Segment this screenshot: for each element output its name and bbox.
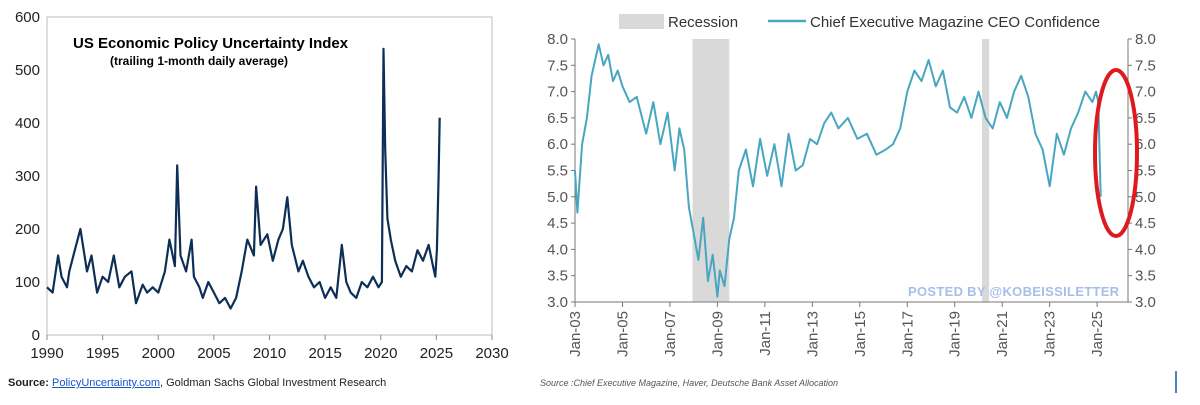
left-y-axis: 0 100 200 300 400 500 600 [15, 9, 40, 344]
right-x-tick-label: Jan-23 [1042, 311, 1059, 357]
right-y2-tick-label: 3.0 [1135, 294, 1156, 311]
right-y2-tick-label: 5.5 [1135, 163, 1156, 180]
left-y-tick-label: 600 [15, 9, 40, 26]
legend-recession-label: Recession [668, 14, 738, 31]
highlight-ellipse [1093, 68, 1139, 238]
right-x-tick-label: Jan-21 [994, 311, 1011, 357]
right-y-tick-label: 7.5 [547, 57, 568, 74]
legend-ceo-label: Chief Executive Magazine CEO Confidence [810, 14, 1100, 31]
left-y-tick-label: 0 [32, 327, 40, 344]
left-chart-subtitle: (trailing 1-month daily average) [110, 54, 288, 68]
right-x-tick-label: Jan-07 [662, 311, 679, 357]
left-y-tick-label: 300 [15, 168, 40, 185]
left-x-tick-label: 2025 [420, 345, 453, 362]
right-y-tick-label: 6.5 [547, 110, 568, 127]
right-y-tick-label: 7.0 [547, 84, 568, 101]
right-y-tick-label: 6.0 [547, 136, 568, 153]
left-y-tick-label: 400 [15, 115, 40, 132]
right-y-tick-label: 8.0 [547, 31, 568, 48]
left-x-tick-label: 2010 [253, 345, 286, 362]
left-x-tick-label: 2000 [142, 345, 175, 362]
right-x-tick-label: Jan-09 [709, 311, 726, 357]
right-y-tick-label: 5.5 [547, 163, 568, 180]
left-x-tick-label: 2015 [308, 345, 341, 362]
right-source-note: Source :Chief Executive Magazine, Haver,… [540, 378, 838, 388]
right-y-tick-label: 4.0 [547, 241, 568, 258]
right-x-tick-label: Jan-17 [899, 311, 916, 357]
left-x-tick-label: 1995 [86, 345, 119, 362]
left-source-label: Source: [8, 377, 53, 389]
right-y2-tick-label: 4.0 [1135, 241, 1156, 258]
right-x-tick-label: Jan-25 [1089, 311, 1106, 357]
left-x-tick-label: 2020 [364, 345, 397, 362]
recession-band [982, 39, 990, 302]
right-y2-tick-label: 6.5 [1135, 110, 1156, 127]
right-y2-tick-label: 7.5 [1135, 57, 1156, 74]
right-y-tick-label: 5.0 [547, 189, 568, 206]
left-x-axis: 1990 1995 2000 2005 2010 2015 2020 2025 2030 [30, 335, 509, 362]
right-y-tick-label: 3.5 [547, 268, 568, 285]
left-source-rest: , Goldman Sachs Global Investment Resear… [160, 377, 387, 389]
right-y2-tick-label: 6.0 [1135, 136, 1156, 153]
right-x-tick-label: Jan-05 [614, 311, 631, 357]
left-y-tick-label: 200 [15, 221, 40, 238]
policyuncertainty-link[interactable]: PolicyUncertainty.com [52, 377, 161, 389]
left-source-note: Source: PolicyUncertainty.com, Goldman S… [8, 377, 386, 389]
right-y2-tick-label: 5.0 [1135, 189, 1156, 206]
right-y-tick-label: 3.0 [547, 294, 568, 311]
right-series-line [574, 43, 1102, 298]
right-x-tick-label: Jan-19 [947, 311, 964, 357]
right-y2-tick-label: 4.5 [1135, 215, 1156, 232]
page-edge-marker [1175, 371, 1177, 393]
right-y2-tick-label: 3.5 [1135, 268, 1156, 285]
left-y-tick-label: 500 [15, 62, 40, 79]
left-x-tick-label: 1990 [30, 345, 63, 362]
right-y-tick-label: 4.5 [547, 215, 568, 232]
right-x-tick-label: Jan-11 [757, 311, 774, 356]
legend-recession-swatch [619, 14, 664, 29]
left-y-tick-label: 100 [15, 274, 40, 291]
right-axes: 3.0 3.0 3.5 3.5 4.0 4.0 4.5 4.5 5.0 5.0 5.5 5.5 6.0 6… [547, 31, 1156, 357]
left-x-tick-label: 2005 [197, 345, 230, 362]
watermark: POSTED BY @KOBEISSILETTER [908, 284, 1120, 299]
left-series-line [46, 47, 441, 310]
right-x-tick-label: Jan-03 [567, 311, 584, 357]
right-y2-tick-label: 7.0 [1135, 84, 1156, 101]
left-chart-title: US Economic Policy Uncertainty Index [73, 35, 349, 52]
right-x-tick-label: Jan-15 [852, 311, 869, 357]
right-x-tick-label: Jan-13 [804, 311, 821, 357]
left-x-tick-label: 2030 [475, 345, 508, 362]
right-y2-tick-label: 8.0 [1135, 31, 1156, 48]
